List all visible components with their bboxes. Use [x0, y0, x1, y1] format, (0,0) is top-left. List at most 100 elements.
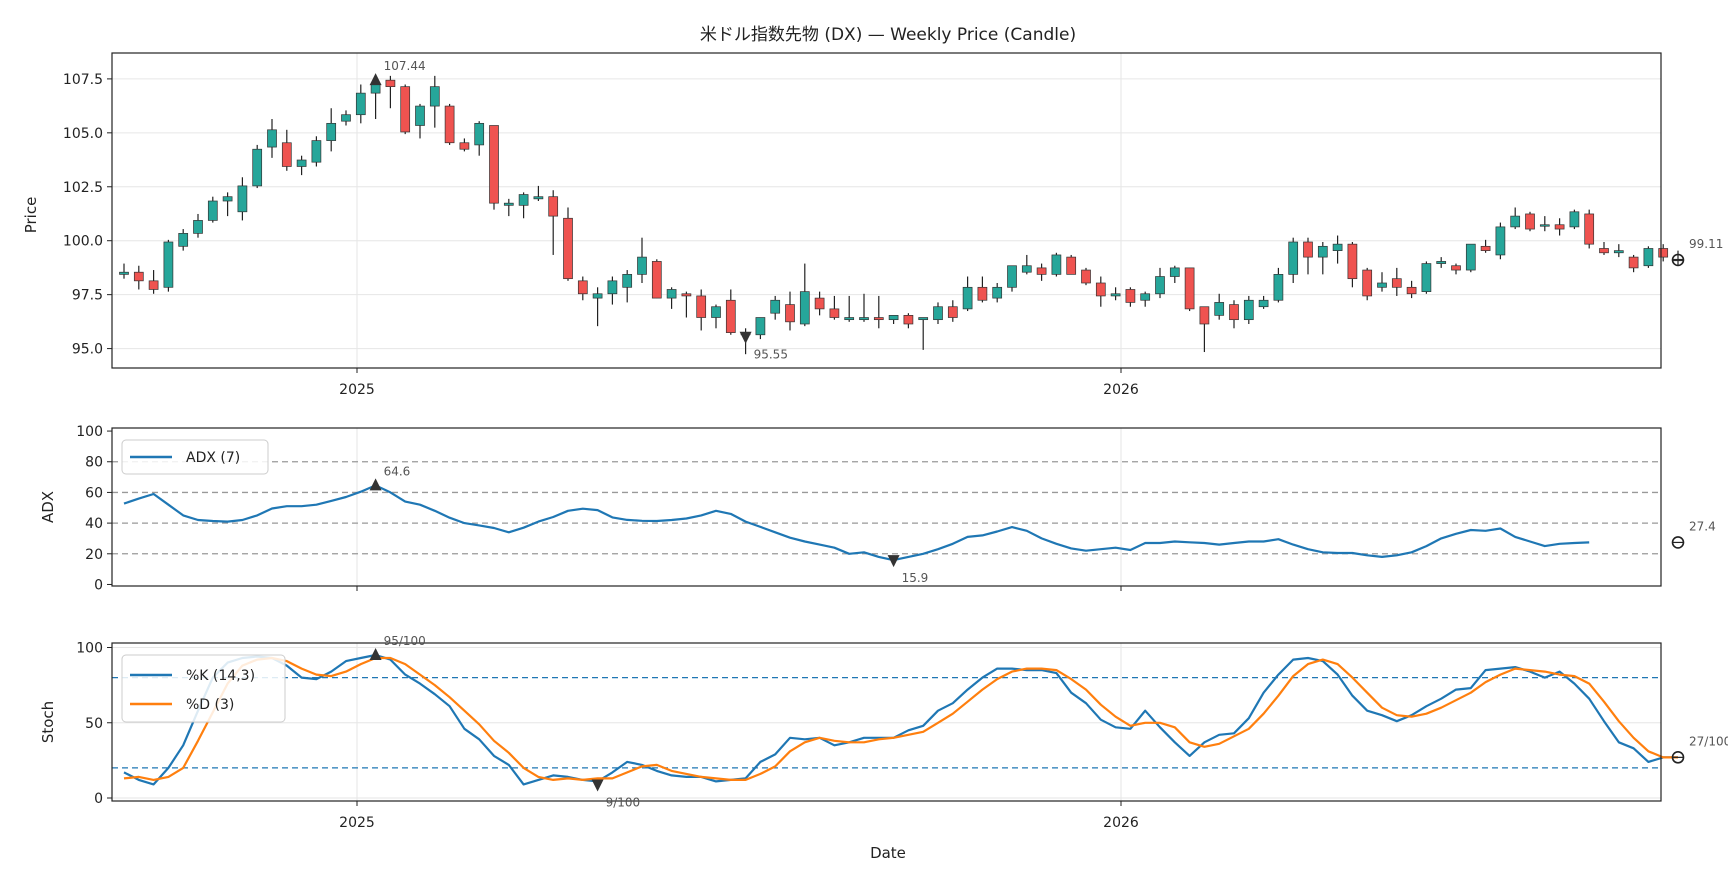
adx-legend: ADX (7)	[121, 439, 269, 475]
candle-body	[1465, 243, 1476, 271]
candle-body	[1525, 213, 1535, 230]
candle-body	[770, 299, 781, 314]
candle-body	[311, 140, 322, 163]
candle-body	[977, 286, 988, 301]
price-candles	[119, 75, 1683, 355]
candle-body	[503, 202, 514, 206]
candle-body	[1184, 267, 1195, 310]
candle-body	[193, 220, 203, 234]
candle-body	[933, 306, 943, 321]
candle-body	[341, 114, 351, 122]
candle-body	[252, 148, 263, 187]
candle-body	[1362, 269, 1373, 297]
adx-grid	[356, 428, 1122, 586]
candle-body	[1510, 215, 1521, 228]
candle-body	[296, 159, 307, 167]
adx-legend-label: ADX (7)	[186, 450, 240, 466]
candle-body	[814, 297, 825, 310]
candle-body	[1258, 299, 1269, 308]
candle-body	[725, 299, 736, 333]
p1-xtick-label: 2026	[1103, 382, 1139, 398]
candle-body	[1303, 241, 1313, 258]
candle-body	[1554, 224, 1565, 230]
candle-body	[1155, 276, 1165, 295]
candle-body	[1110, 293, 1121, 297]
candle-body	[1125, 289, 1136, 303]
candle-body	[474, 122, 485, 146]
candle-body	[133, 271, 144, 282]
candle-body	[1569, 211, 1580, 228]
candle-body	[577, 280, 588, 295]
candle-body	[1539, 224, 1550, 227]
candle-body	[859, 317, 869, 321]
stoch-x-ticks: 2025 2026	[339, 801, 1139, 831]
candle-body	[385, 79, 396, 88]
candle-body	[1081, 269, 1091, 284]
p3-ytick-label: 0	[94, 791, 103, 807]
candle-body	[400, 86, 411, 133]
candle-body	[888, 315, 899, 321]
candle-body	[1140, 293, 1151, 301]
price-grid	[112, 53, 1661, 368]
price-x-ticks: 2025 2026	[339, 368, 1139, 398]
candle-body	[1495, 226, 1506, 256]
candle-body	[1613, 250, 1624, 254]
candle-body	[1584, 213, 1595, 245]
candle-body	[267, 129, 277, 148]
candle-body	[1229, 304, 1239, 321]
candle-body	[222, 196, 233, 202]
p3-trough-marker	[591, 779, 604, 792]
candle-body	[1480, 245, 1491, 251]
candle-body	[518, 194, 529, 206]
p1-trough-marker	[739, 331, 752, 344]
adx-reference-lines	[112, 461, 1661, 555]
stoch-lines	[123, 653, 1678, 786]
candle-body	[1421, 263, 1432, 292]
p2-trough-label: 15.9	[902, 571, 929, 585]
candle-body	[1214, 302, 1225, 316]
candle-body	[903, 315, 914, 325]
stoch-legend-label-k: %K (14,3)	[186, 668, 255, 684]
p2-last-marker	[1671, 536, 1685, 549]
candle-body	[533, 196, 544, 200]
p3-ytick-label: 100	[76, 641, 103, 657]
candle-body	[1377, 282, 1387, 288]
adx-legend-box	[121, 439, 269, 475]
p3-xtick-label: 2026	[1103, 815, 1139, 831]
stoch-axes-frame	[111, 642, 1662, 802]
stoch-y-ticks: 0 50 100	[76, 641, 112, 807]
candle-body	[1007, 265, 1017, 288]
p1-last-marker	[1671, 253, 1685, 267]
candle-body	[1391, 278, 1402, 288]
candle-body	[459, 142, 470, 150]
candle-body	[207, 200, 218, 221]
p2-ytick-label: 80	[85, 455, 103, 471]
stoch-legend-label-d: %D (3)	[186, 697, 234, 713]
candle-body	[444, 105, 455, 144]
p2-ytick-label: 20	[85, 547, 103, 563]
candle-body	[785, 304, 795, 323]
p2-ytick-label: 40	[85, 516, 103, 532]
candle-body	[119, 271, 129, 275]
candle-body	[696, 295, 707, 318]
candle-body	[489, 125, 499, 204]
candle-body	[666, 289, 677, 299]
candle-body	[563, 217, 573, 280]
candle-body	[1066, 256, 1077, 275]
p2-trough-marker	[887, 555, 900, 568]
adx-axes-frame	[111, 427, 1662, 587]
stoch-ylabel: Stoch	[39, 701, 57, 743]
adx-panel: 0 20 40 60 80 100 64.6 15.9 27.4 ADX ADX (7)	[39, 424, 1716, 593]
candle-body	[1021, 265, 1032, 273]
candle-body	[1036, 267, 1047, 275]
p2-peak-marker	[369, 478, 382, 491]
price-ylabel: Price	[22, 197, 40, 234]
candle-body	[163, 241, 174, 288]
chart-title: 米ドル指数先物 (DX) — Weekly Price (Candle)	[700, 25, 1076, 45]
candle-body	[1347, 243, 1358, 280]
price-panel: 95.0 97.5 100.0 102.5 105.0 107.5 2025 2026 10…	[22, 52, 1723, 398]
p2-ytick-label: 0	[94, 577, 103, 593]
adx-lines	[123, 484, 1590, 562]
